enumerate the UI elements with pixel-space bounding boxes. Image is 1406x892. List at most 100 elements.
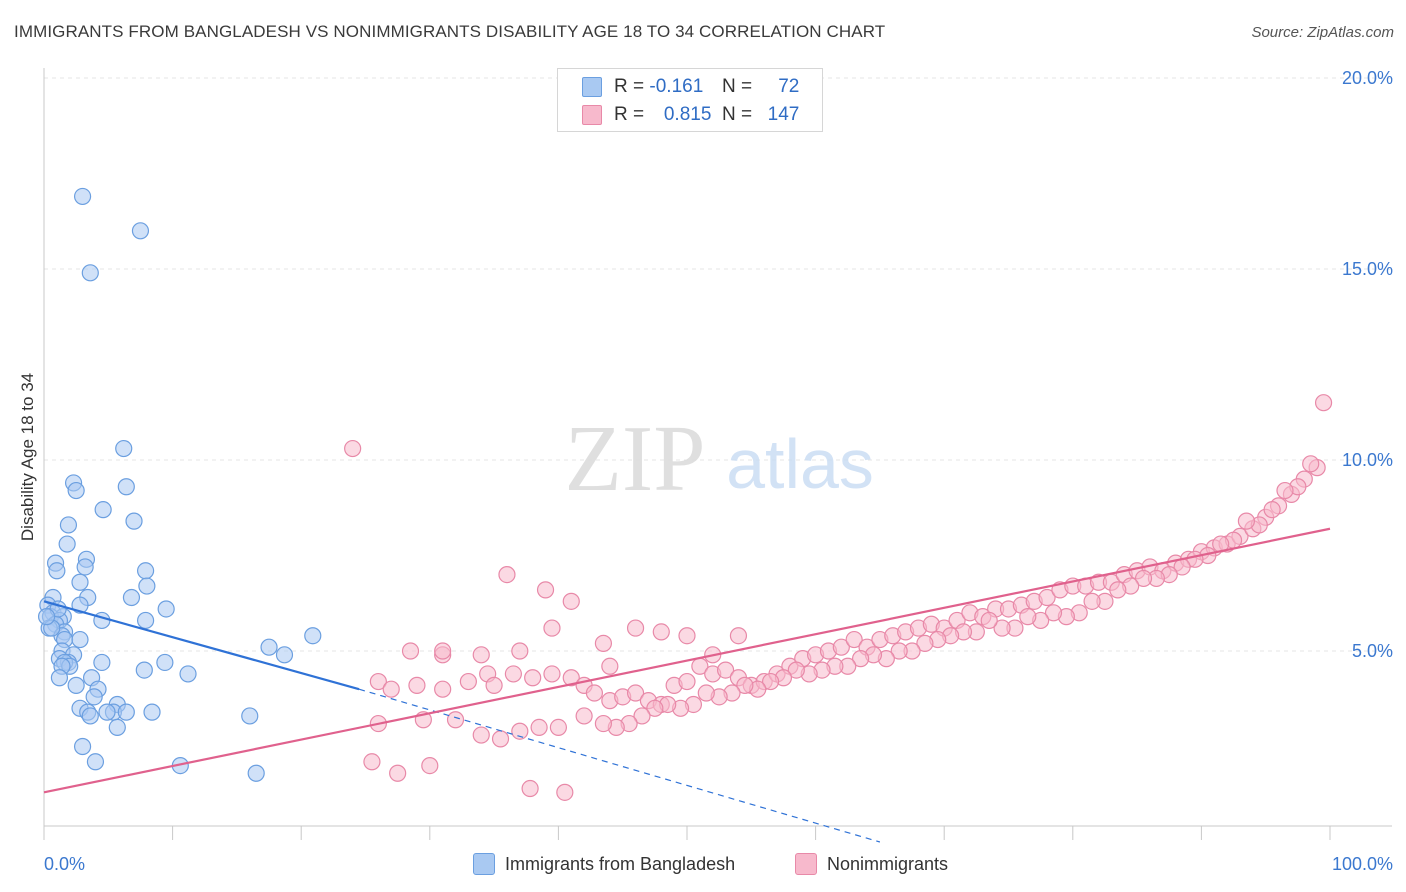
legend-n-value: 147 [767,104,800,125]
data-point [787,661,805,679]
bottom-legend-bangladesh: Immigrants from Bangladesh [473,852,735,876]
legend-r-label: R = [614,76,645,97]
data-point [530,718,548,737]
legend-r-label: R = [614,104,645,125]
data-point [179,665,197,683]
data-point [81,707,99,725]
data-point [716,661,735,679]
data-point [832,638,850,656]
data-point [50,669,69,687]
data-point [434,680,452,698]
watermark-atlas: atlas [726,425,874,503]
data-point [67,481,85,500]
data-point [736,676,754,694]
data-point [156,653,174,672]
data-point [562,669,580,687]
source-label: Source: ZipAtlas.com [1251,24,1394,41]
y-tick-label: 20.0% [1342,68,1393,88]
data-point [275,646,294,664]
data-point [71,630,89,649]
data-point [890,642,908,660]
data-point [852,650,870,668]
data-point [58,535,76,553]
data-point [59,516,78,534]
data-point [980,611,998,630]
data-point [626,619,645,637]
data-point [472,726,490,744]
data-point [485,676,503,694]
data-point [1237,512,1256,530]
data-point [48,562,66,580]
legend-swatch-nonimmigrants [582,105,602,125]
y-tick-label: 15.0% [1342,259,1393,279]
data-point [459,672,477,691]
data-point [446,711,465,729]
legend-n-label: N = [721,76,753,97]
data-point [626,684,645,702]
bottom-swatch-bangladesh [473,853,495,875]
data-point [93,653,111,672]
data-point [122,588,141,607]
data-point [157,600,175,618]
data-point [304,627,322,645]
data-point [382,680,400,698]
data-point [1302,455,1320,473]
data-point [73,187,92,206]
data-point [601,657,619,675]
data-point [135,661,153,679]
data-point [71,573,89,591]
chart-title: IMMIGRANTS FROM BANGLADESH VS NONIMMIGRA… [14,22,886,41]
data-point [73,737,92,756]
bottom-legend-label: Nonimmigrants [827,853,949,874]
data-point [845,630,863,649]
data-point [678,627,696,645]
data-point [143,703,161,721]
data-point [1083,592,1101,610]
trend-lines [43,527,1331,843]
data-point [697,684,715,702]
data-point [549,718,568,737]
data-point [408,676,426,694]
data-point [67,676,85,694]
data-point [1044,604,1063,622]
legend-row-bangladesh: R = -0.161 N = 72 [582,75,799,99]
data-point [761,672,780,691]
axes [43,68,1392,827]
data-point [562,592,580,610]
data-point [594,714,613,733]
x-ticks [43,826,1331,840]
trend-line-extrapolated [358,688,881,843]
legend-swatch-bangladesh [582,77,602,97]
x-tick-label-min: 0.0% [44,854,85,874]
data-point [575,707,593,725]
x-tick-labels: 0.0% 100.0% [44,854,1393,874]
data-point [81,264,99,282]
bottom-legend-nonimmigrants: Nonimmigrants [795,852,948,876]
data-point [369,672,387,691]
legend-r-value: 0.815 [663,104,712,125]
data-point [108,718,126,737]
data-point [1263,501,1281,519]
data-point [543,665,561,683]
data-point [543,619,561,637]
data-point [1276,481,1294,500]
data-point [511,722,529,740]
data-point [524,669,542,687]
bottom-legend-label: Immigrants from Bangladesh [505,853,736,874]
trend-line [43,600,360,691]
data-point [1109,581,1127,599]
data-point [504,665,522,683]
data-point [241,707,259,725]
data-point [498,565,516,584]
data-point [993,619,1011,637]
legend-n-value: 72 [778,76,800,97]
data-point [247,764,265,782]
data-point [76,558,94,576]
data-point [37,608,56,626]
data-point [652,623,670,641]
data-point [136,562,155,580]
data-point [401,642,420,660]
data-point [1019,608,1037,626]
data-point [260,638,278,656]
